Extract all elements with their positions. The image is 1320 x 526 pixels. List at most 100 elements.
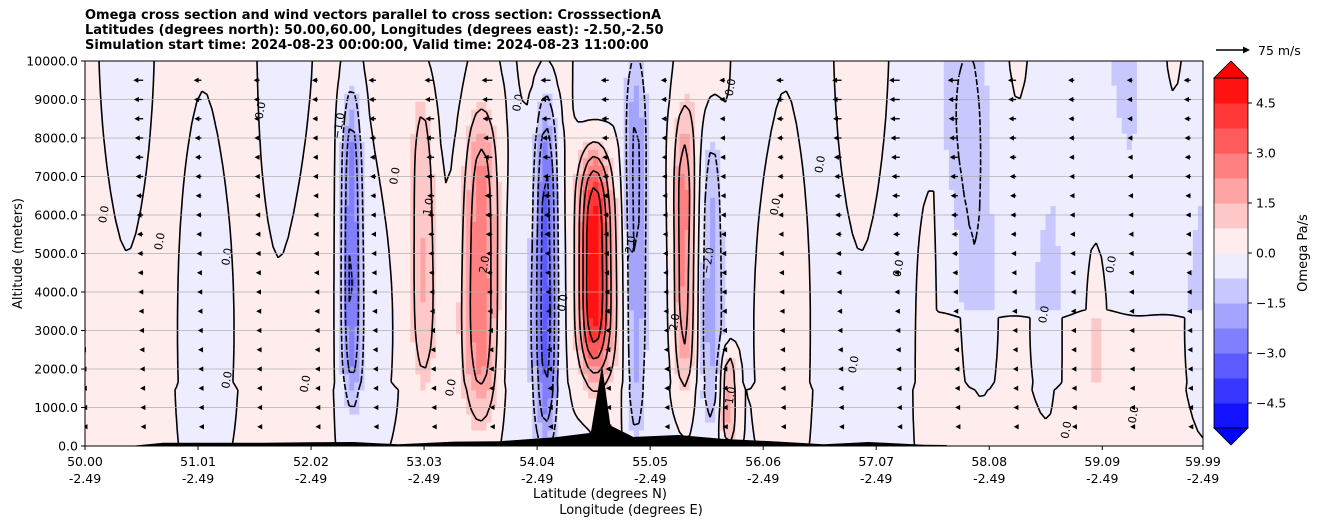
omega-cell [212, 325, 218, 335]
omega-cell [1152, 397, 1158, 407]
omega-cell [323, 333, 330, 343]
omega-cell [644, 261, 650, 271]
omega-cell [227, 397, 233, 407]
omega-cell [420, 317, 427, 327]
omega-cell [948, 341, 955, 351]
omega-cell [288, 437, 294, 446]
omega-cell [1126, 293, 1133, 303]
omega-cell [339, 293, 345, 303]
omega-cell [710, 429, 716, 439]
omega-cell [405, 373, 411, 383]
omega-cell [247, 269, 254, 279]
omega-cell [354, 381, 361, 391]
omega-cell [608, 325, 615, 335]
omega-cell [796, 413, 803, 423]
omega-cell [1101, 333, 1108, 343]
omega-cell [1192, 341, 1199, 351]
omega-cell [511, 301, 518, 311]
omega-cell [481, 285, 488, 295]
omega-cell [110, 301, 117, 311]
omega-cell [466, 413, 472, 423]
omega-cell [349, 261, 355, 271]
omega-cell [400, 357, 406, 367]
omega-cell [1177, 341, 1184, 351]
omega-cell [710, 413, 716, 423]
omega-cell [262, 309, 269, 319]
omega-cell [755, 381, 762, 391]
omega-cell [323, 413, 330, 423]
omega-cell [588, 293, 594, 303]
omega-cell [212, 349, 218, 359]
omega-cell [649, 373, 655, 383]
omega-cell [100, 333, 106, 343]
omega-cell [90, 333, 96, 343]
omega-cell [1142, 365, 1148, 375]
omega-cell [903, 317, 909, 327]
omega-cell [476, 397, 482, 407]
omega-cell [308, 357, 315, 367]
omega-cell [1192, 365, 1199, 375]
omega-cell [913, 357, 920, 367]
omega-cell [140, 413, 147, 423]
omega-cell [1040, 357, 1047, 367]
omega-cell [90, 341, 96, 351]
omega-cell [522, 357, 528, 367]
omega-cell [887, 437, 894, 446]
omega-cell [1152, 429, 1158, 439]
omega-cell [801, 317, 808, 327]
omega-cell [745, 421, 752, 431]
omega-cell [633, 413, 640, 423]
omega-cell [816, 373, 823, 383]
omega-cell [887, 429, 894, 439]
omega-cell [1020, 405, 1026, 415]
omega-cell [1177, 309, 1184, 319]
omega-cell [1035, 421, 1041, 431]
omega-cell [455, 269, 462, 279]
omega-cell [872, 405, 879, 415]
omega-cell [247, 309, 254, 319]
omega-cell [527, 365, 533, 375]
omega-cell [237, 317, 244, 327]
omega-cell [105, 325, 112, 335]
omega-cell [201, 373, 208, 383]
omega-cell [496, 285, 503, 295]
omega-cell [786, 381, 792, 391]
omega-cell [242, 421, 249, 431]
omega-cell [811, 317, 818, 327]
omega-cell [318, 341, 325, 351]
omega-cell [862, 277, 869, 287]
omega-cell [435, 325, 442, 335]
omega-cell [730, 405, 737, 415]
omega-cell [344, 365, 350, 375]
omega-cell [506, 301, 513, 311]
omega-cell [613, 397, 620, 407]
omega-cell [1020, 293, 1026, 303]
omega-cell [887, 397, 894, 407]
omega-cell [1035, 325, 1041, 335]
omega-cell [532, 421, 538, 431]
omega-cell [832, 413, 838, 423]
omega-cell [745, 413, 752, 423]
omega-cell [913, 389, 920, 399]
omega-cell [1142, 333, 1148, 343]
omega-cell [801, 421, 808, 431]
omega-cell [1177, 293, 1184, 303]
omega-cell [1182, 437, 1189, 446]
omega-cell [572, 349, 579, 359]
omega-cell [1162, 373, 1169, 383]
omega-cell [455, 309, 462, 319]
omega-cell [262, 405, 269, 415]
omega-cell [867, 317, 874, 327]
omega-cell [1101, 325, 1108, 335]
omega-cell [923, 309, 930, 319]
omega-cell [659, 357, 665, 367]
omega-cell [613, 373, 620, 383]
omega-cell [313, 293, 320, 303]
omega-cell [374, 269, 381, 279]
omega-cell [359, 429, 366, 439]
omega-cell [786, 373, 792, 383]
omega-cell [633, 381, 640, 391]
omega-cell [130, 389, 137, 399]
omega-cell [857, 293, 864, 303]
omega-cell [405, 277, 411, 287]
